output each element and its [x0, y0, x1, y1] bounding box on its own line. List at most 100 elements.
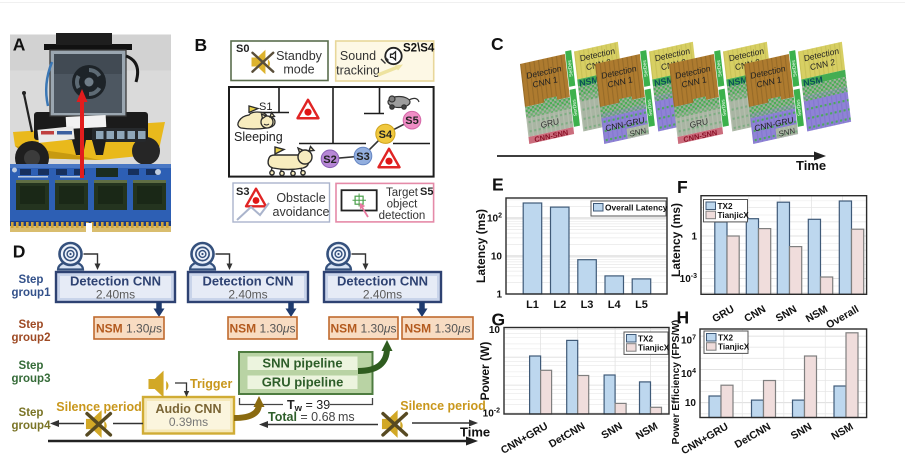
svg-text:NSM: NSM [654, 74, 675, 88]
svg-text:group1: group1 [12, 287, 52, 299]
svg-text:Latency (ms): Latency (ms) [474, 209, 488, 283]
svg-text:Sleeping: Sleeping [234, 130, 283, 144]
svg-text:G: G [492, 310, 506, 330]
svg-text:10: 10 [489, 325, 501, 336]
svg-text:SNN: SNN [774, 303, 799, 324]
svg-text:Step: Step [19, 274, 44, 286]
svg-text:SerDes: SerDes [646, 98, 654, 116]
svg-text:1: 1 [691, 232, 697, 243]
svg-text:SerDes: SerDes [720, 98, 728, 116]
svg-text:TX2: TX2 [638, 335, 653, 344]
svg-text:Total = 0.68 ms: Total = 0.68 ms [268, 410, 355, 424]
svg-text:Trigger: Trigger [190, 377, 233, 391]
svg-text:102: 102 [487, 213, 502, 225]
svg-text:DetCNN: DetCNN [547, 420, 587, 450]
svg-text:SNN: SNN [778, 126, 796, 139]
svg-text:GRU: GRU [540, 116, 560, 130]
svg-text:CNN: CNN [742, 303, 768, 325]
svg-text:NSM 1.30μs: NSM 1.30μs [230, 322, 296, 336]
svg-text:S2: S2 [323, 154, 336, 166]
svg-text:L5: L5 [635, 299, 648, 311]
svg-text:E: E [492, 175, 504, 195]
svg-text:D: D [13, 242, 26, 262]
svg-text:S1: S1 [259, 101, 272, 113]
svg-text:L3: L3 [581, 299, 594, 311]
svg-text:SerDes: SerDes [567, 59, 575, 77]
svg-text:Step: Step [19, 407, 44, 419]
svg-text:L1: L1 [526, 299, 539, 311]
svg-text:TX2: TX2 [718, 334, 733, 343]
svg-text:Audio CNN: Audio CNN [156, 402, 222, 416]
svg-text:SNN: SNN [599, 420, 624, 441]
svg-text:2.40ms: 2.40ms [228, 288, 267, 302]
svg-text:SerDes: SerDes [642, 59, 650, 77]
svg-text:CNN+GRU: CNN+GRU [499, 420, 550, 456]
svg-text:10: 10 [491, 252, 503, 263]
svg-text:mode: mode [283, 63, 314, 77]
svg-text:NSM 1.30μs: NSM 1.30μs [331, 322, 397, 336]
svg-text:S0: S0 [236, 43, 249, 55]
svg-text:1: 1 [496, 290, 502, 301]
svg-text:GRU: GRU [689, 116, 709, 130]
svg-text:GRU pipeline: GRU pipeline [262, 375, 344, 390]
svg-text:group2: group2 [12, 332, 51, 344]
svg-text:SNN: SNN [629, 126, 647, 139]
svg-text:Detection CNN: Detection CNN [70, 274, 161, 289]
svg-text:detection: detection [379, 210, 426, 222]
svg-text:Step: Step [19, 319, 44, 331]
svg-text:Step: Step [19, 360, 44, 372]
svg-text:S3: S3 [356, 151, 369, 163]
svg-text:10-2: 10-2 [483, 408, 500, 420]
svg-text:107: 107 [681, 335, 696, 347]
svg-text:group4: group4 [12, 420, 52, 432]
svg-text:S4: S4 [379, 129, 393, 141]
svg-text:Overall: Overall [824, 303, 861, 331]
svg-text:TianjicX: TianjicX [638, 344, 670, 353]
svg-text:NSM 1.30μs: NSM 1.30μs [96, 322, 162, 336]
svg-text:2.40ms: 2.40ms [96, 288, 135, 302]
svg-text:S3: S3 [236, 186, 249, 198]
svg-text:Detection CNN: Detection CNN [202, 274, 293, 289]
svg-text:2.40ms: 2.40ms [363, 288, 402, 302]
svg-text:0.39ms: 0.39ms [169, 415, 208, 429]
svg-text:Obstacle: Obstacle [276, 191, 325, 205]
svg-text:TX2: TX2 [718, 202, 733, 211]
svg-text:A: A [13, 35, 26, 55]
svg-text:SerDes: SerDes [571, 98, 579, 116]
svg-text:Time: Time [460, 425, 490, 440]
svg-text:SerDes: SerDes [795, 98, 803, 116]
svg-text:L4: L4 [608, 299, 622, 311]
svg-text:C: C [491, 34, 504, 54]
svg-text:H: H [677, 308, 690, 328]
svg-text:SerDes: SerDes [791, 59, 799, 77]
svg-text:NSM: NSM [634, 420, 660, 442]
svg-text:Latency (ms): Latency (ms) [669, 203, 683, 277]
svg-text:TianjicX: TianjicX [718, 211, 750, 220]
svg-text:Standby: Standby [276, 49, 323, 63]
svg-text:object: object [387, 199, 418, 211]
svg-text:B: B [195, 35, 208, 55]
svg-text:Time: Time [796, 158, 826, 173]
svg-text:Detection CNN: Detection CNN [337, 274, 428, 289]
svg-text:NSM 1.30μs: NSM 1.30μs [405, 322, 471, 336]
svg-text:NSM: NSM [579, 74, 600, 88]
svg-text:S5: S5 [420, 186, 433, 198]
svg-text:L2: L2 [553, 299, 566, 311]
svg-text:Target: Target [386, 187, 419, 199]
svg-text:SNN: SNN [789, 421, 814, 442]
svg-text:SNN pipeline: SNN pipeline [262, 356, 342, 371]
svg-text:Silence period: Silence period [56, 400, 141, 414]
svg-text:DetCNN: DetCNN [733, 421, 773, 451]
svg-text:F: F [677, 177, 688, 197]
svg-text:TianjicX: TianjicX [718, 343, 750, 352]
svg-text:GRU: GRU [710, 303, 736, 325]
svg-text:10: 10 [685, 398, 697, 409]
svg-text:CNN+GRU: CNN+GRU [679, 421, 730, 456]
svg-text:NSM: NSM [728, 74, 749, 88]
svg-text:Power Efficiency (FPS/W): Power Efficiency (FPS/W) [671, 320, 682, 445]
svg-text:Sound: Sound [340, 49, 376, 63]
svg-text:S5: S5 [405, 115, 418, 127]
svg-text:NSM: NSM [803, 74, 824, 88]
svg-text:Power (W): Power (W) [478, 342, 492, 401]
svg-text:tracking: tracking [336, 64, 380, 78]
